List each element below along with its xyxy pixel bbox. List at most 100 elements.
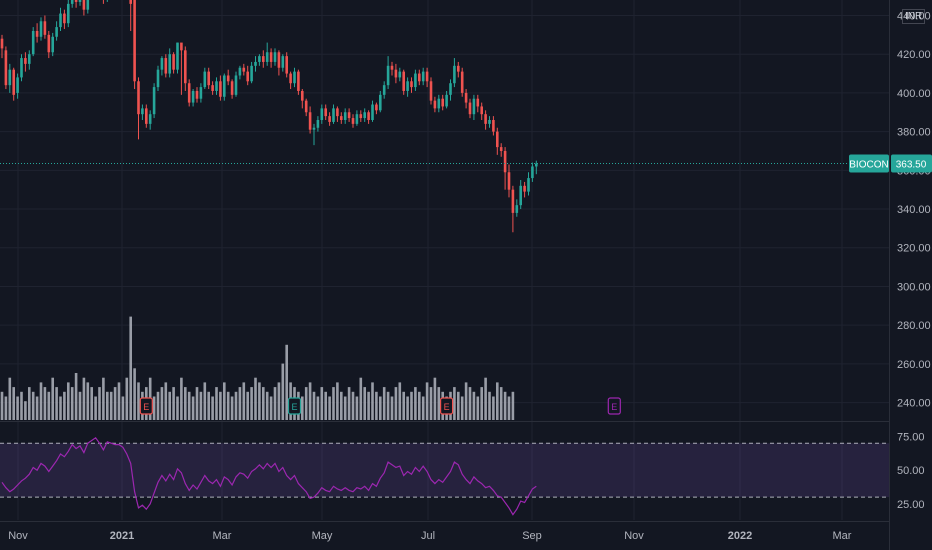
candle-body xyxy=(203,71,207,88)
volume-bar xyxy=(180,377,183,420)
candle-body xyxy=(215,81,218,91)
candle-body xyxy=(129,0,132,4)
candle-body xyxy=(4,50,8,86)
volume-bar xyxy=(457,391,460,420)
price-tick-label: 280.00 xyxy=(897,320,931,332)
candle-body xyxy=(476,98,480,107)
price-candles xyxy=(0,0,538,233)
candle-body xyxy=(492,120,495,132)
time-axis[interactable]: Nov 2021 Mar May Jul Sep Nov 2022 Mar xyxy=(8,530,852,542)
candle-body xyxy=(160,58,164,70)
volume-bar xyxy=(371,382,374,420)
volume-bar xyxy=(351,391,355,420)
earnings-marker[interactable]: E xyxy=(440,397,454,415)
candle-body xyxy=(308,112,312,130)
candle-body xyxy=(398,71,402,78)
volume-bar xyxy=(390,396,394,420)
volume-bar xyxy=(242,382,246,420)
volume-bar xyxy=(106,391,109,420)
volume-bar xyxy=(215,387,218,420)
volume-bar xyxy=(20,391,23,420)
candle-body xyxy=(421,71,425,82)
volume-bar xyxy=(12,387,15,420)
candle-body xyxy=(425,71,429,82)
earnings-marker[interactable]: E xyxy=(607,397,621,415)
candle-body xyxy=(441,98,444,107)
candle-body xyxy=(515,205,519,213)
candle-body xyxy=(390,65,394,70)
candle-body xyxy=(20,58,23,78)
candle-body xyxy=(180,42,183,51)
time-tick-label: 2021 xyxy=(110,530,134,542)
currency-label[interactable]: INR xyxy=(902,9,926,24)
candle-body xyxy=(63,13,66,24)
volume-bar xyxy=(468,387,472,420)
candle-body xyxy=(59,13,62,28)
last-price-marker: BIOCON 363.50 xyxy=(0,154,932,173)
candle-body xyxy=(28,54,31,64)
earnings-marker-box xyxy=(440,397,454,415)
candle-body xyxy=(379,94,382,111)
candle-body xyxy=(148,114,152,124)
candle-body xyxy=(74,0,78,2)
candle-body xyxy=(402,71,405,91)
volume-bar xyxy=(425,382,429,420)
volume-bar xyxy=(254,377,257,420)
volume-bar xyxy=(421,396,425,420)
volume-bar xyxy=(226,391,230,420)
volume-bar xyxy=(398,382,402,420)
volume-bar xyxy=(492,396,495,420)
volume-bar xyxy=(480,387,483,420)
price-tick-label: 320.00 xyxy=(897,243,931,255)
earnings-marker[interactable]: E xyxy=(287,397,302,415)
volume-bar xyxy=(304,387,308,420)
candle-body xyxy=(445,94,448,107)
volume-bar xyxy=(164,382,168,420)
volume-bar xyxy=(113,387,117,420)
volume-bar xyxy=(156,391,160,420)
candle-body xyxy=(152,87,156,115)
volume-bar xyxy=(488,391,491,420)
time-tick-label: Nov xyxy=(8,530,28,542)
time-tick-label: Mar xyxy=(833,530,852,542)
candle-body xyxy=(496,131,499,148)
volume-bar xyxy=(0,391,4,420)
candle-body xyxy=(484,114,487,124)
volume-bar xyxy=(238,387,242,420)
volume-bar xyxy=(363,387,366,420)
rsi-pane xyxy=(1,436,537,516)
volume-bar xyxy=(406,396,409,420)
candle-body xyxy=(168,54,171,74)
price-tick-label: 260.00 xyxy=(897,359,931,371)
candle-body xyxy=(55,27,58,37)
price-tick-label: 300.00 xyxy=(897,281,931,293)
time-tick-label: Nov xyxy=(624,530,644,542)
last-price-badge xyxy=(891,154,932,173)
earnings-marker[interactable]: E xyxy=(139,397,153,415)
candle-body xyxy=(359,114,363,119)
candle-body xyxy=(141,108,144,115)
time-tick-label: Mar xyxy=(213,530,232,542)
volume-bar xyxy=(160,387,164,420)
earnings-marker-label: E xyxy=(611,402,617,412)
candle-body xyxy=(414,73,417,88)
candle-body xyxy=(289,73,292,84)
volume-bar xyxy=(359,377,363,420)
volume-bar xyxy=(219,391,222,420)
rsi-band xyxy=(0,442,889,498)
price-axis[interactable]: 440.00420.00400.00380.00360.00340.00320.… xyxy=(897,10,931,510)
volume-bar xyxy=(172,387,175,420)
price-tick-label: 400.00 xyxy=(897,88,931,100)
candle-body xyxy=(265,52,269,62)
candle-body xyxy=(35,30,39,37)
volume-bar xyxy=(262,387,265,420)
candle-body xyxy=(304,100,308,113)
volume-bar xyxy=(70,387,74,420)
candle-body xyxy=(503,150,507,173)
candle-body xyxy=(133,0,136,82)
volume-bar xyxy=(24,401,27,420)
volume-bar xyxy=(102,377,105,420)
volume-bar xyxy=(28,387,31,420)
candle-body xyxy=(43,21,47,35)
